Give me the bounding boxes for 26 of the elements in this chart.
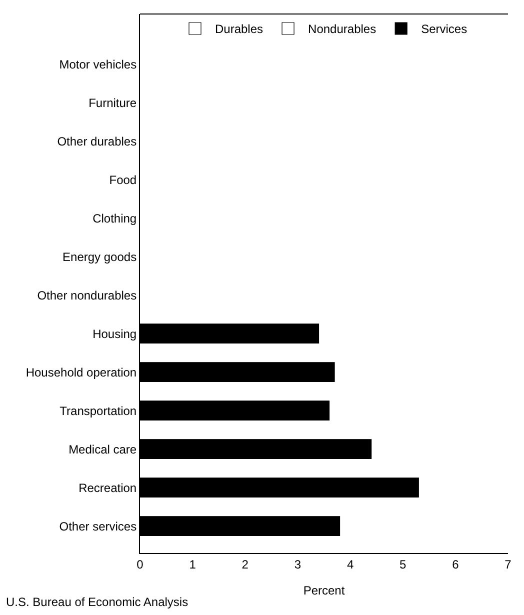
x-tick-label: 2 <box>242 557 249 572</box>
x-tick-label: 1 <box>189 557 196 572</box>
x-tick-label: 3 <box>294 557 302 572</box>
x-tick-label: 5 <box>400 557 407 572</box>
y-tick-label: Clothing <box>92 211 137 226</box>
y-tick-label: Energy goods <box>62 250 137 264</box>
y-tick-label: Food <box>109 172 137 187</box>
y-tick-label: Transportation <box>60 404 137 418</box>
x-tick-label: 4 <box>346 557 354 572</box>
y-tick-label: Furniture <box>88 96 137 110</box>
legend-label: Services <box>421 22 468 36</box>
y-tick-label: Other services <box>59 519 137 534</box>
y-tick-label: Motor vehicles <box>59 57 137 72</box>
x-tick-label: 7 <box>504 557 512 572</box>
y-tick-label: Recreation <box>78 480 137 495</box>
y-tick-label: Medical care <box>68 442 137 456</box>
x-axis-title: Percent <box>303 583 346 598</box>
y-tick-label: Housing <box>92 326 137 341</box>
legend-label: Nondurables <box>308 22 376 36</box>
x-tick-label: 6 <box>452 557 460 572</box>
y-tick-label: Other durables <box>57 134 137 148</box>
text: U.S. Bureau of Economic Analysis <box>6 595 188 609</box>
y-tick-label: Other nondurables <box>37 288 137 302</box>
y-tick-label: Household operation <box>26 365 137 380</box>
legend-label: Durables <box>215 22 264 36</box>
x-tick-label: 0 <box>136 557 144 572</box>
